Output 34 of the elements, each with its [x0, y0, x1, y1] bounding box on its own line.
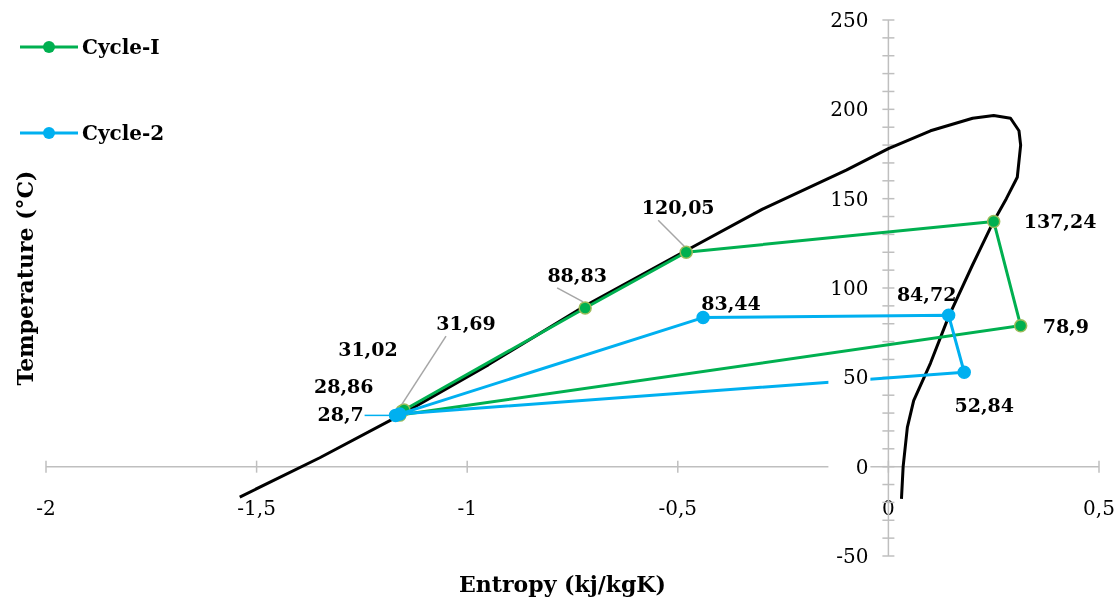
data-label: 31,02 — [338, 338, 398, 361]
data-label: 28,7 — [317, 403, 364, 426]
y-tick-label: -50 — [836, 544, 869, 568]
data-label: 52,84 — [954, 394, 1014, 417]
x-axis-title: Entropy (kj/kgK) — [459, 571, 666, 597]
y-tick-label: 100 — [830, 276, 869, 300]
point — [957, 365, 971, 380]
data-label: 83,44 — [701, 291, 761, 314]
data-label: 84,72 — [896, 283, 957, 306]
point — [986, 214, 1001, 229]
data-label: 137,24 — [1023, 210, 1097, 233]
x-tick-label: -1 — [457, 496, 477, 520]
x-tick-label: -0,5 — [658, 496, 698, 520]
y-tick-label: 150 — [830, 186, 869, 211]
point — [1013, 318, 1028, 333]
data-label: 31,69 — [436, 312, 496, 335]
x-tick-label: -2 — [36, 496, 56, 520]
data-label: 88,83 — [547, 263, 607, 286]
y-tick-label: 250 — [830, 8, 869, 32]
data-label: 78,9 — [1042, 314, 1089, 337]
point — [679, 245, 693, 259]
data-label: 28,86 — [314, 375, 374, 398]
y-tick-label: 50 — [842, 365, 869, 390]
y-tick-label: 200 — [830, 97, 869, 122]
point — [941, 308, 956, 323]
line-series — [238, 114, 1023, 501]
x-tick-label: 0,5 — [1083, 496, 1115, 520]
data-label: 120,05 — [641, 196, 715, 219]
point — [578, 301, 592, 315]
legend-label: Cycle-I — [82, 35, 160, 59]
y-axis-title: Temperature (°C) — [12, 170, 38, 386]
legend-label: Cycle-2 — [82, 121, 165, 145]
x-tick-label: -1,5 — [237, 496, 276, 520]
y-tick-label: 0 — [855, 454, 869, 479]
